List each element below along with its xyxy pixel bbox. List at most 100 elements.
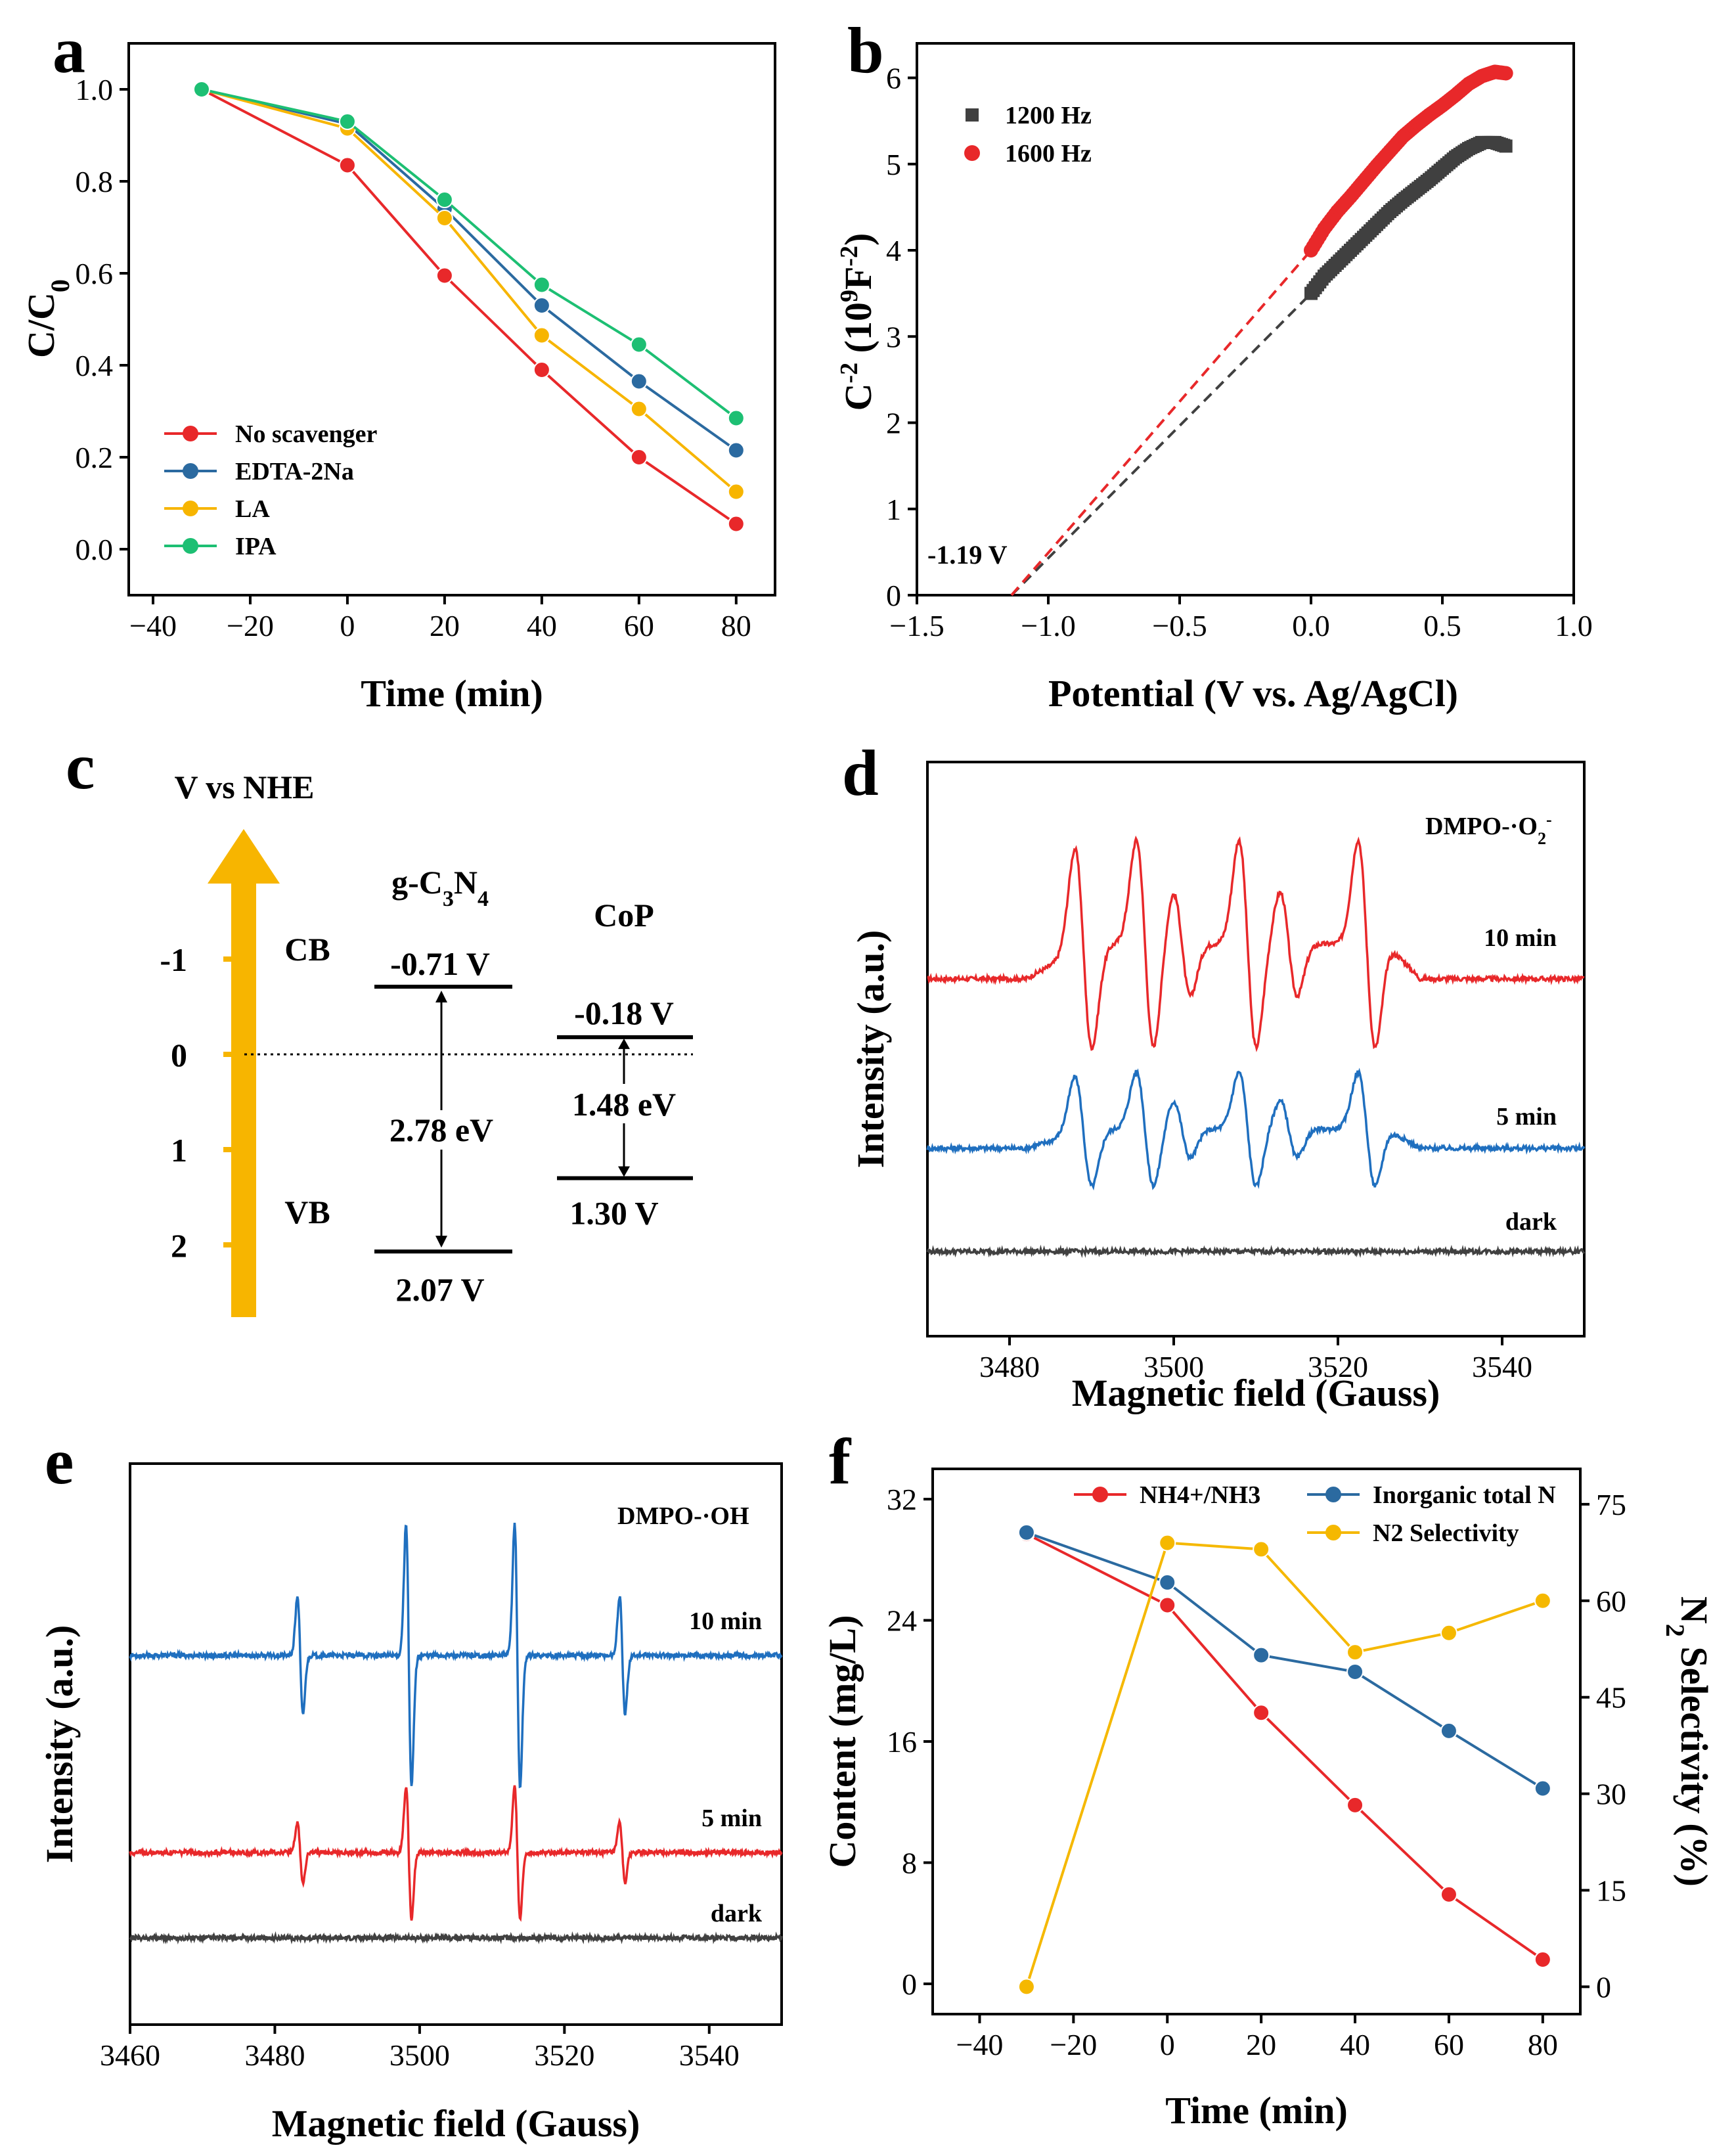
y-tick-label: 0 (902, 1967, 917, 2001)
panel-f-xlabel: Time (min) (1165, 2089, 1348, 2132)
legend-label: IPA (235, 533, 277, 560)
legend-marker (183, 538, 198, 554)
data-point (727, 409, 745, 427)
cb-label: CB (284, 931, 330, 968)
x-tick-label: −0.5 (1152, 609, 1207, 642)
data-point (1498, 66, 1513, 81)
gcn-sub: 4 (478, 887, 489, 911)
x-tick-label: 3480 (244, 2038, 305, 2072)
panel-a-ylabel: C/C0 (20, 279, 75, 358)
gcn-cb-value: -0.71 V (390, 945, 490, 982)
y-tick-label: 3 (886, 320, 901, 353)
panel-c-label: c (66, 730, 95, 803)
data-point (1253, 1540, 1270, 1558)
panel-a: a −40 −20 0 20 40 60 80 0.0 0.2 0.4 0.6 0.8 1.0 Time… (20, 14, 776, 715)
trace-label: dark (1505, 1208, 1557, 1236)
series-line-no-scavenger (201, 88, 737, 526)
legend-marker (183, 463, 198, 479)
y-tick-label: 0 (886, 579, 901, 612)
y-tick-label: 0.4 (76, 349, 114, 382)
cop-vb-value: 1.30 V (569, 1195, 658, 1232)
trace-label: 10 min (689, 1607, 762, 1635)
panel-b-ylabel: C-2 (109F-2) (835, 233, 879, 411)
panel-e-xlabel: Magnetic field (Gauss) (272, 2102, 640, 2145)
extrapolation-line (1010, 249, 1312, 596)
x-tick-label: 0 (1160, 2028, 1175, 2061)
data-point (1346, 1663, 1364, 1680)
panel-e-frame (129, 1462, 783, 2026)
extrapolation-line (1010, 292, 1312, 596)
axis-title: V vs NHE (174, 769, 314, 805)
panel-b-label: b (847, 14, 884, 87)
gcn-gap-arrow-up (435, 991, 447, 1003)
data-point (533, 326, 550, 344)
legend-marker (966, 108, 979, 122)
x-tick-label: 3520 (1308, 1350, 1368, 1383)
x-tick-label: −1.0 (1021, 609, 1075, 642)
panel-b-frame (916, 42, 1575, 596)
gcn-gap-value: 2.78 eV (389, 1112, 493, 1148)
x-tick-label: 80 (1528, 2028, 1558, 2061)
y-tick-label: 32 (887, 1483, 917, 1516)
panel-a-label: a (53, 14, 85, 87)
data-point (533, 276, 550, 294)
data-point (533, 361, 550, 378)
y-tick-label: 5 (886, 148, 901, 181)
trace-label: 10 min (1484, 924, 1557, 952)
panel-c: c V vs NHE -1 0 1 2 CB VB g-C3N4 -0.71 V 2.07 V 2.… (66, 730, 693, 1317)
data-point (630, 372, 648, 390)
y-tick-label: 0.6 (76, 257, 114, 290)
legend-marker (1325, 1487, 1341, 1502)
data-point (338, 156, 356, 174)
series-line-la (201, 88, 738, 493)
x-tick-label: 60 (1434, 2028, 1464, 2061)
x-tick-label: 3540 (1472, 1350, 1532, 1383)
data-point (1534, 1592, 1551, 1609)
y-tick-label: 8 (902, 1846, 917, 1879)
gcn-sub: 3 (443, 887, 454, 911)
y-tick-label: 2 (886, 407, 901, 440)
data-point (1253, 1646, 1270, 1664)
data-point (1159, 1596, 1176, 1614)
x-tick-label: 3500 (389, 2038, 450, 2072)
y2-tick-label: 75 (1596, 1488, 1626, 1521)
axis-tick-label: 0 (171, 1037, 187, 1073)
y-tick-label: 0.2 (76, 441, 114, 474)
y2-tick-label: 15 (1596, 1874, 1626, 1907)
data-point (435, 267, 453, 284)
trace-label: dark (711, 1900, 763, 1927)
cop-gap-arrow-down (618, 1166, 630, 1177)
x-tick-label: 20 (430, 609, 460, 642)
cop-gap-value: 1.48 eV (572, 1086, 676, 1123)
epr-trace-10-min (927, 835, 1585, 1052)
panel-b-xlabel: Potential (V vs. Ag/AgCl) (1048, 672, 1458, 715)
data-point (727, 441, 745, 459)
data-point (338, 113, 356, 130)
x-tick-label: 80 (721, 609, 751, 642)
panel-f: f −40 −20 0 20 40 60 80 0 8 16 24 32 0 15 30 45 60 75 Tim… (821, 1425, 1716, 2132)
x-tick-label: 0.0 (1292, 609, 1330, 642)
legend-label: 1200 Hz (1005, 102, 1092, 129)
gcn-name: g-C3N4 (391, 864, 489, 911)
legend-label: NH4+/NH3 (1140, 1481, 1260, 1509)
epr-trace-dark (926, 1244, 1586, 1258)
data-point (1017, 1978, 1035, 1996)
data-point (192, 81, 210, 98)
potential-axis-bar (231, 884, 256, 1317)
panel-e: e 3460 3480 3500 3520 3540 10 min 5 min dark M… (38, 1425, 783, 2145)
y-tick-label: 1 (886, 493, 901, 526)
data-point (630, 336, 648, 353)
legend-marker (1325, 1525, 1341, 1540)
panel-f-ylabel: Content (mg/L) (821, 1615, 864, 1868)
series-line-edta-2na (201, 88, 737, 452)
panel-b-intercept-label: -1.19 V (927, 540, 1008, 570)
data-point (1534, 1780, 1551, 1797)
epr-trace-dark (129, 1931, 783, 1945)
panel-b: b −1.5 −1.0 −0.5 0.0 0.5 1.0 0 1 2 3 4 5 6 Potential… (835, 14, 1593, 715)
data-point (435, 210, 453, 227)
y-tick-label: 6 (886, 62, 901, 95)
epr-trace-10-min (129, 1522, 783, 1789)
x-tick-label: 3460 (100, 2038, 160, 2072)
panel-e-species: DMPO-·OH (617, 1502, 749, 1530)
legend-label: N2 Selectivity (1373, 1519, 1519, 1547)
